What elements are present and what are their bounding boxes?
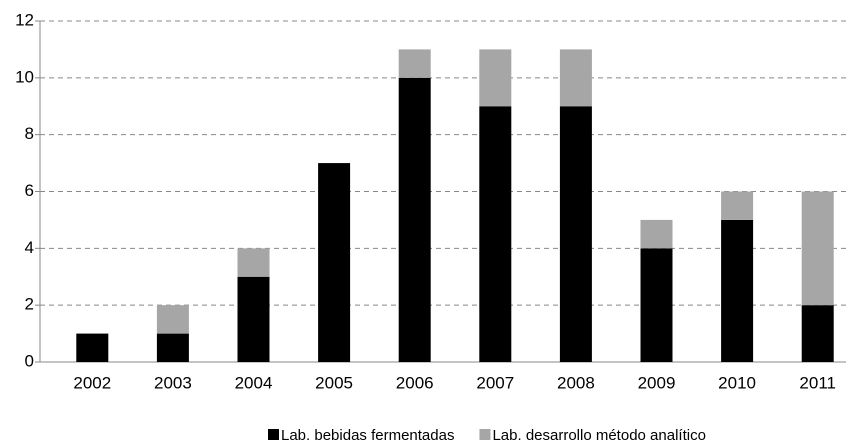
x-tick-label: 2003 <box>154 373 192 392</box>
bar-segment <box>479 49 512 107</box>
x-tick-label: 2008 <box>557 373 595 392</box>
y-tick-label: 12 <box>15 10 34 29</box>
bar-segment <box>801 305 834 362</box>
bar-segment <box>721 191 754 220</box>
legend-swatch <box>479 429 491 440</box>
legend-swatch <box>268 429 279 440</box>
bar-segment <box>721 219 754 362</box>
bar-segment <box>156 305 189 334</box>
x-tick-label: 2007 <box>476 373 514 392</box>
bar-segment <box>801 191 834 306</box>
bar-segment <box>640 219 673 249</box>
bar-segment <box>237 276 270 362</box>
y-tick-label: 0 <box>25 351 34 370</box>
x-tick-label: 2004 <box>235 373 273 392</box>
x-tick-label: 2006 <box>396 373 434 392</box>
legend-text: Lab. desarrollo método analítico <box>492 427 705 444</box>
bar-segment <box>76 333 109 362</box>
bar-segment <box>640 248 673 362</box>
y-tick-label: 10 <box>15 67 34 86</box>
bar-segment <box>559 106 592 362</box>
legend-text: Lab. bebidas fermentadas <box>281 427 454 444</box>
bar-segment <box>479 106 512 362</box>
bar-segment <box>237 248 270 277</box>
y-tick-label: 4 <box>25 238 34 257</box>
x-tick-label: 2009 <box>638 373 676 392</box>
y-tick-label: 8 <box>25 124 34 143</box>
bar-segment <box>156 333 189 362</box>
bar-segment <box>318 163 351 362</box>
bar-segment <box>398 49 431 78</box>
bar-segment <box>398 77 431 362</box>
x-tick-label: 2005 <box>315 373 353 392</box>
x-tick-label: 2002 <box>73 373 111 392</box>
y-tick-label: 6 <box>25 181 34 200</box>
bar-segment <box>559 49 592 107</box>
x-tick-label: 2011 <box>799 373 836 392</box>
x-tick-label: 2010 <box>718 373 756 392</box>
y-tick-label: 2 <box>25 295 34 314</box>
